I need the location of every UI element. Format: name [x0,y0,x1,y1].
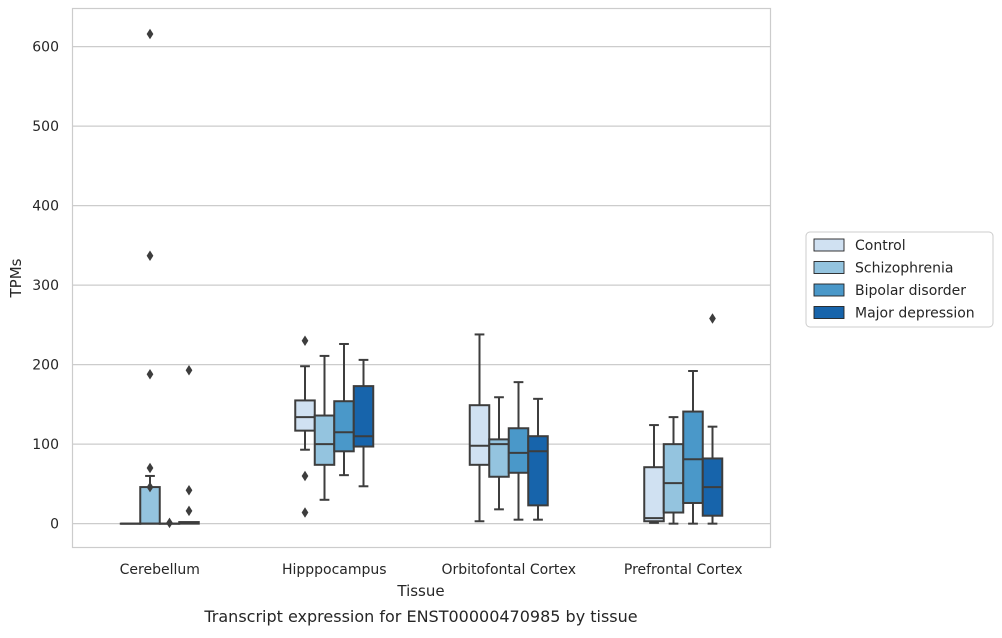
box-iqr [528,436,548,505]
box-iqr [140,487,160,524]
y-tick-labels: 0 100 200 300 400 500 600 [32,40,59,533]
box-iqr [295,400,315,430]
box-iqr [334,401,354,451]
y-tick-label: 400 [32,199,59,215]
box-iqr [354,386,374,446]
y-tick-label: 600 [32,40,59,56]
box-iqr [509,428,529,473]
legend-label: Schizophrenia [855,261,953,277]
chart-caption: Transcript expression for ENST0000047098… [203,607,637,626]
box-iqr [683,412,703,503]
legend-label: Bipolar disorder [855,283,966,299]
legend-label: Major depression [855,306,975,322]
box-iqr [644,467,664,521]
box-iqr [315,416,335,465]
box-iqr [664,444,684,512]
y-axis-label: TPMs [7,258,25,298]
legend-swatch [814,239,844,251]
y-tick-label: 100 [32,437,59,453]
y-tick-label: 0 [50,517,59,533]
box-iqr [470,405,490,465]
x-tick-label: Hipppocampus [282,562,387,578]
y-tick-label: 500 [32,119,59,135]
y-tick-label: 300 [32,278,59,294]
legend-swatch [814,307,844,319]
y-tick-label: 200 [32,358,59,374]
legend-swatch [814,262,844,274]
legend-swatch [814,284,844,296]
x-tick-label: Cerebellum [120,562,200,578]
x-tick-labels: Cerebellum Hipppocampus Orbitofontal Corte… [120,562,743,578]
legend-label: Control [855,238,906,254]
x-tick-label: Prefrontal Cortex [624,562,743,578]
legend: Control Schizophrenia Bipolar disorder Majo… [806,232,993,327]
x-tick-label: Orbitofontal Cortex [441,562,576,578]
x-axis-label: Tissue [396,582,444,600]
